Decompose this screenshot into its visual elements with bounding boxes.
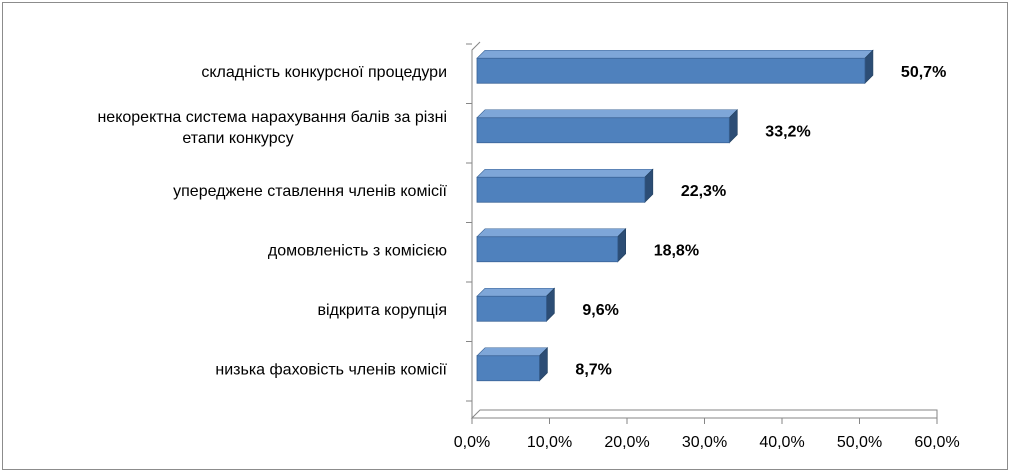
category-label: упереджене ставлення членів комісії xyxy=(173,183,447,200)
bar-top-face xyxy=(476,49,874,59)
category-label: некоректна система нарахування балів за … xyxy=(97,109,447,126)
category-label: відкрита корупція xyxy=(317,302,447,319)
x-tick-label: 50,0% xyxy=(837,434,882,451)
category-label: складність конкурсної процедури xyxy=(201,64,447,81)
category-label: етапи конкурсу xyxy=(182,130,293,147)
x-axis-floor xyxy=(470,409,938,419)
bar xyxy=(476,295,547,322)
bar-top-face xyxy=(476,228,627,238)
bar-value-label: 9,6% xyxy=(582,302,618,319)
bar-value-label: 33,2% xyxy=(765,123,810,140)
bar-top-face xyxy=(476,168,654,178)
bar-value-label: 18,8% xyxy=(654,242,699,259)
category-label: низька фаховість членів комісії xyxy=(215,361,447,378)
bar-top-face xyxy=(476,109,739,119)
bar-value-label: 22,3% xyxy=(681,183,726,200)
category-label: домовленість з комісією xyxy=(268,242,447,259)
bar xyxy=(476,57,866,84)
bar xyxy=(476,355,540,382)
bar-top-face xyxy=(476,347,549,357)
bar-value-label: 50,7% xyxy=(901,64,946,81)
y-axis-wall xyxy=(471,41,481,418)
x-tick-label: 10,0% xyxy=(527,434,572,451)
bar xyxy=(476,176,646,203)
x-tick-label: 20,0% xyxy=(604,434,649,451)
bar xyxy=(476,236,619,263)
x-tick-label: 0,0% xyxy=(454,434,490,451)
bar xyxy=(476,117,730,144)
x-tick-label: 40,0% xyxy=(759,434,804,451)
x-tick-label: 30,0% xyxy=(682,434,727,451)
bar-top-face xyxy=(476,287,556,297)
bar-value-label: 8,7% xyxy=(575,361,611,378)
x-tick-label: 60,0% xyxy=(914,434,959,451)
